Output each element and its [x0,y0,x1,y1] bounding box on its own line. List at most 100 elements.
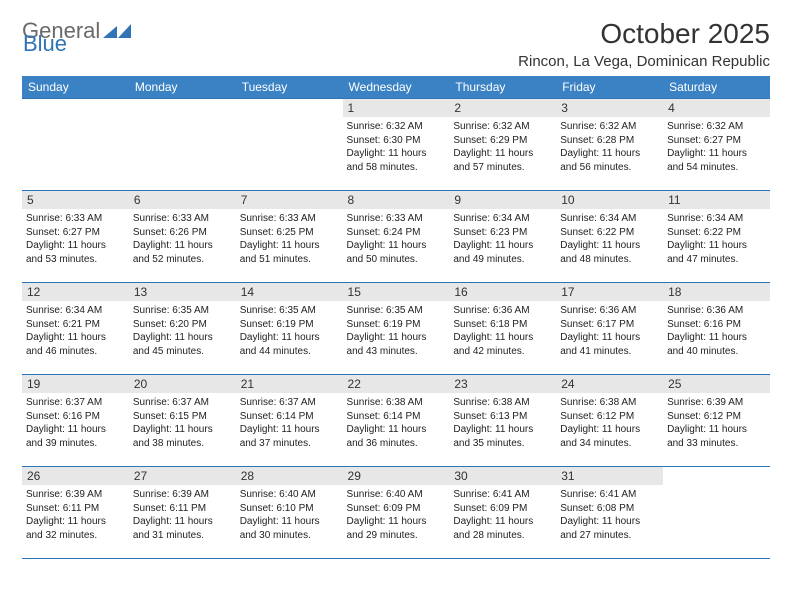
day-number: 5 [22,191,129,209]
day-details: Sunrise: 6:38 AMSunset: 6:13 PMDaylight:… [449,393,556,453]
day-number: 24 [556,375,663,393]
logo-blue-text: Blue [23,31,67,56]
day-number: 29 [343,467,450,485]
title-block: October 2025 Rincon, La Vega, Dominican … [518,18,770,70]
day-details: Sunrise: 6:41 AMSunset: 6:08 PMDaylight:… [556,485,663,545]
calendar-cell: 25Sunrise: 6:39 AMSunset: 6:12 PMDayligh… [663,375,770,467]
calendar-cell: 20Sunrise: 6:37 AMSunset: 6:15 PMDayligh… [129,375,236,467]
day-details: Sunrise: 6:33 AMSunset: 6:26 PMDaylight:… [129,209,236,269]
day-details: Sunrise: 6:32 AMSunset: 6:30 PMDaylight:… [343,117,450,177]
calendar-cell: 12Sunrise: 6:34 AMSunset: 6:21 PMDayligh… [22,283,129,375]
brand-logo: General Blue [22,18,133,47]
calendar-cell [663,467,770,559]
day-details: Sunrise: 6:34 AMSunset: 6:21 PMDaylight:… [22,301,129,361]
calendar-cell: 28Sunrise: 6:40 AMSunset: 6:10 PMDayligh… [236,467,343,559]
calendar-cell: 30Sunrise: 6:41 AMSunset: 6:09 PMDayligh… [449,467,556,559]
calendar-cell: 29Sunrise: 6:40 AMSunset: 6:09 PMDayligh… [343,467,450,559]
calendar-week-row: 26Sunrise: 6:39 AMSunset: 6:11 PMDayligh… [22,467,770,559]
day-number: 10 [556,191,663,209]
calendar-cell: 17Sunrise: 6:36 AMSunset: 6:17 PMDayligh… [556,283,663,375]
day-number: 19 [22,375,129,393]
day-details: Sunrise: 6:37 AMSunset: 6:15 PMDaylight:… [129,393,236,453]
calendar-cell: 11Sunrise: 6:34 AMSunset: 6:22 PMDayligh… [663,191,770,283]
calendar-table: SundayMondayTuesdayWednesdayThursdayFrid… [22,76,770,559]
calendar-cell: 8Sunrise: 6:33 AMSunset: 6:24 PMDaylight… [343,191,450,283]
day-details: Sunrise: 6:32 AMSunset: 6:27 PMDaylight:… [663,117,770,177]
day-details: Sunrise: 6:37 AMSunset: 6:16 PMDaylight:… [22,393,129,453]
calendar-cell [22,99,129,191]
day-details: Sunrise: 6:35 AMSunset: 6:20 PMDaylight:… [129,301,236,361]
day-number: 2 [449,99,556,117]
calendar-head: SundayMondayTuesdayWednesdayThursdayFrid… [22,76,770,99]
day-number: 14 [236,283,343,301]
day-details: Sunrise: 6:38 AMSunset: 6:14 PMDaylight:… [343,393,450,453]
calendar-cell: 6Sunrise: 6:33 AMSunset: 6:26 PMDaylight… [129,191,236,283]
day-details: Sunrise: 6:32 AMSunset: 6:28 PMDaylight:… [556,117,663,177]
calendar-cell: 26Sunrise: 6:39 AMSunset: 6:11 PMDayligh… [22,467,129,559]
day-details: Sunrise: 6:40 AMSunset: 6:09 PMDaylight:… [343,485,450,545]
day-number: 9 [449,191,556,209]
day-header: Friday [556,76,663,99]
location-text: Rincon, La Vega, Dominican Republic [518,53,770,70]
day-header: Thursday [449,76,556,99]
day-number: 25 [663,375,770,393]
calendar-week-row: 19Sunrise: 6:37 AMSunset: 6:16 PMDayligh… [22,375,770,467]
day-number: 7 [236,191,343,209]
day-number: 16 [449,283,556,301]
calendar-cell: 21Sunrise: 6:37 AMSunset: 6:14 PMDayligh… [236,375,343,467]
month-title: October 2025 [518,18,770,50]
day-details: Sunrise: 6:33 AMSunset: 6:27 PMDaylight:… [22,209,129,269]
calendar-body: 1Sunrise: 6:32 AMSunset: 6:30 PMDaylight… [22,99,770,559]
calendar-cell: 16Sunrise: 6:36 AMSunset: 6:18 PMDayligh… [449,283,556,375]
day-number: 31 [556,467,663,485]
calendar-cell: 5Sunrise: 6:33 AMSunset: 6:27 PMDaylight… [22,191,129,283]
calendar-cell: 4Sunrise: 6:32 AMSunset: 6:27 PMDaylight… [663,99,770,191]
day-number: 17 [556,283,663,301]
calendar-week-row: 5Sunrise: 6:33 AMSunset: 6:27 PMDaylight… [22,191,770,283]
calendar-cell: 24Sunrise: 6:38 AMSunset: 6:12 PMDayligh… [556,375,663,467]
logo-triangles-icon [103,20,133,42]
calendar-cell: 7Sunrise: 6:33 AMSunset: 6:25 PMDaylight… [236,191,343,283]
day-number: 27 [129,467,236,485]
day-number: 6 [129,191,236,209]
day-details: Sunrise: 6:34 AMSunset: 6:22 PMDaylight:… [663,209,770,269]
calendar-cell: 2Sunrise: 6:32 AMSunset: 6:29 PMDaylight… [449,99,556,191]
day-number: 30 [449,467,556,485]
day-number: 11 [663,191,770,209]
day-details: Sunrise: 6:36 AMSunset: 6:18 PMDaylight:… [449,301,556,361]
day-details: Sunrise: 6:35 AMSunset: 6:19 PMDaylight:… [343,301,450,361]
day-number: 22 [343,375,450,393]
day-details: Sunrise: 6:34 AMSunset: 6:22 PMDaylight:… [556,209,663,269]
day-details: Sunrise: 6:33 AMSunset: 6:24 PMDaylight:… [343,209,450,269]
day-number: 20 [129,375,236,393]
calendar-cell: 18Sunrise: 6:36 AMSunset: 6:16 PMDayligh… [663,283,770,375]
calendar-cell [129,99,236,191]
day-number: 15 [343,283,450,301]
calendar-cell: 9Sunrise: 6:34 AMSunset: 6:23 PMDaylight… [449,191,556,283]
calendar-cell: 13Sunrise: 6:35 AMSunset: 6:20 PMDayligh… [129,283,236,375]
day-details: Sunrise: 6:39 AMSunset: 6:11 PMDaylight:… [22,485,129,545]
day-header: Saturday [663,76,770,99]
page-header: General Blue October 2025 Rincon, La Veg… [22,18,770,70]
calendar-cell: 22Sunrise: 6:38 AMSunset: 6:14 PMDayligh… [343,375,450,467]
day-number: 13 [129,283,236,301]
day-number: 18 [663,283,770,301]
day-number: 28 [236,467,343,485]
day-header: Sunday [22,76,129,99]
day-details: Sunrise: 6:39 AMSunset: 6:11 PMDaylight:… [129,485,236,545]
day-header: Monday [129,76,236,99]
day-header: Wednesday [343,76,450,99]
calendar-cell: 15Sunrise: 6:35 AMSunset: 6:19 PMDayligh… [343,283,450,375]
day-number: 4 [663,99,770,117]
day-number: 23 [449,375,556,393]
day-details: Sunrise: 6:36 AMSunset: 6:16 PMDaylight:… [663,301,770,361]
day-details: Sunrise: 6:38 AMSunset: 6:12 PMDaylight:… [556,393,663,453]
day-details: Sunrise: 6:36 AMSunset: 6:17 PMDaylight:… [556,301,663,361]
day-number: 12 [22,283,129,301]
day-details: Sunrise: 6:35 AMSunset: 6:19 PMDaylight:… [236,301,343,361]
calendar-cell: 27Sunrise: 6:39 AMSunset: 6:11 PMDayligh… [129,467,236,559]
day-number: 21 [236,375,343,393]
calendar-cell: 1Sunrise: 6:32 AMSunset: 6:30 PMDaylight… [343,99,450,191]
day-number: 26 [22,467,129,485]
calendar-cell: 14Sunrise: 6:35 AMSunset: 6:19 PMDayligh… [236,283,343,375]
